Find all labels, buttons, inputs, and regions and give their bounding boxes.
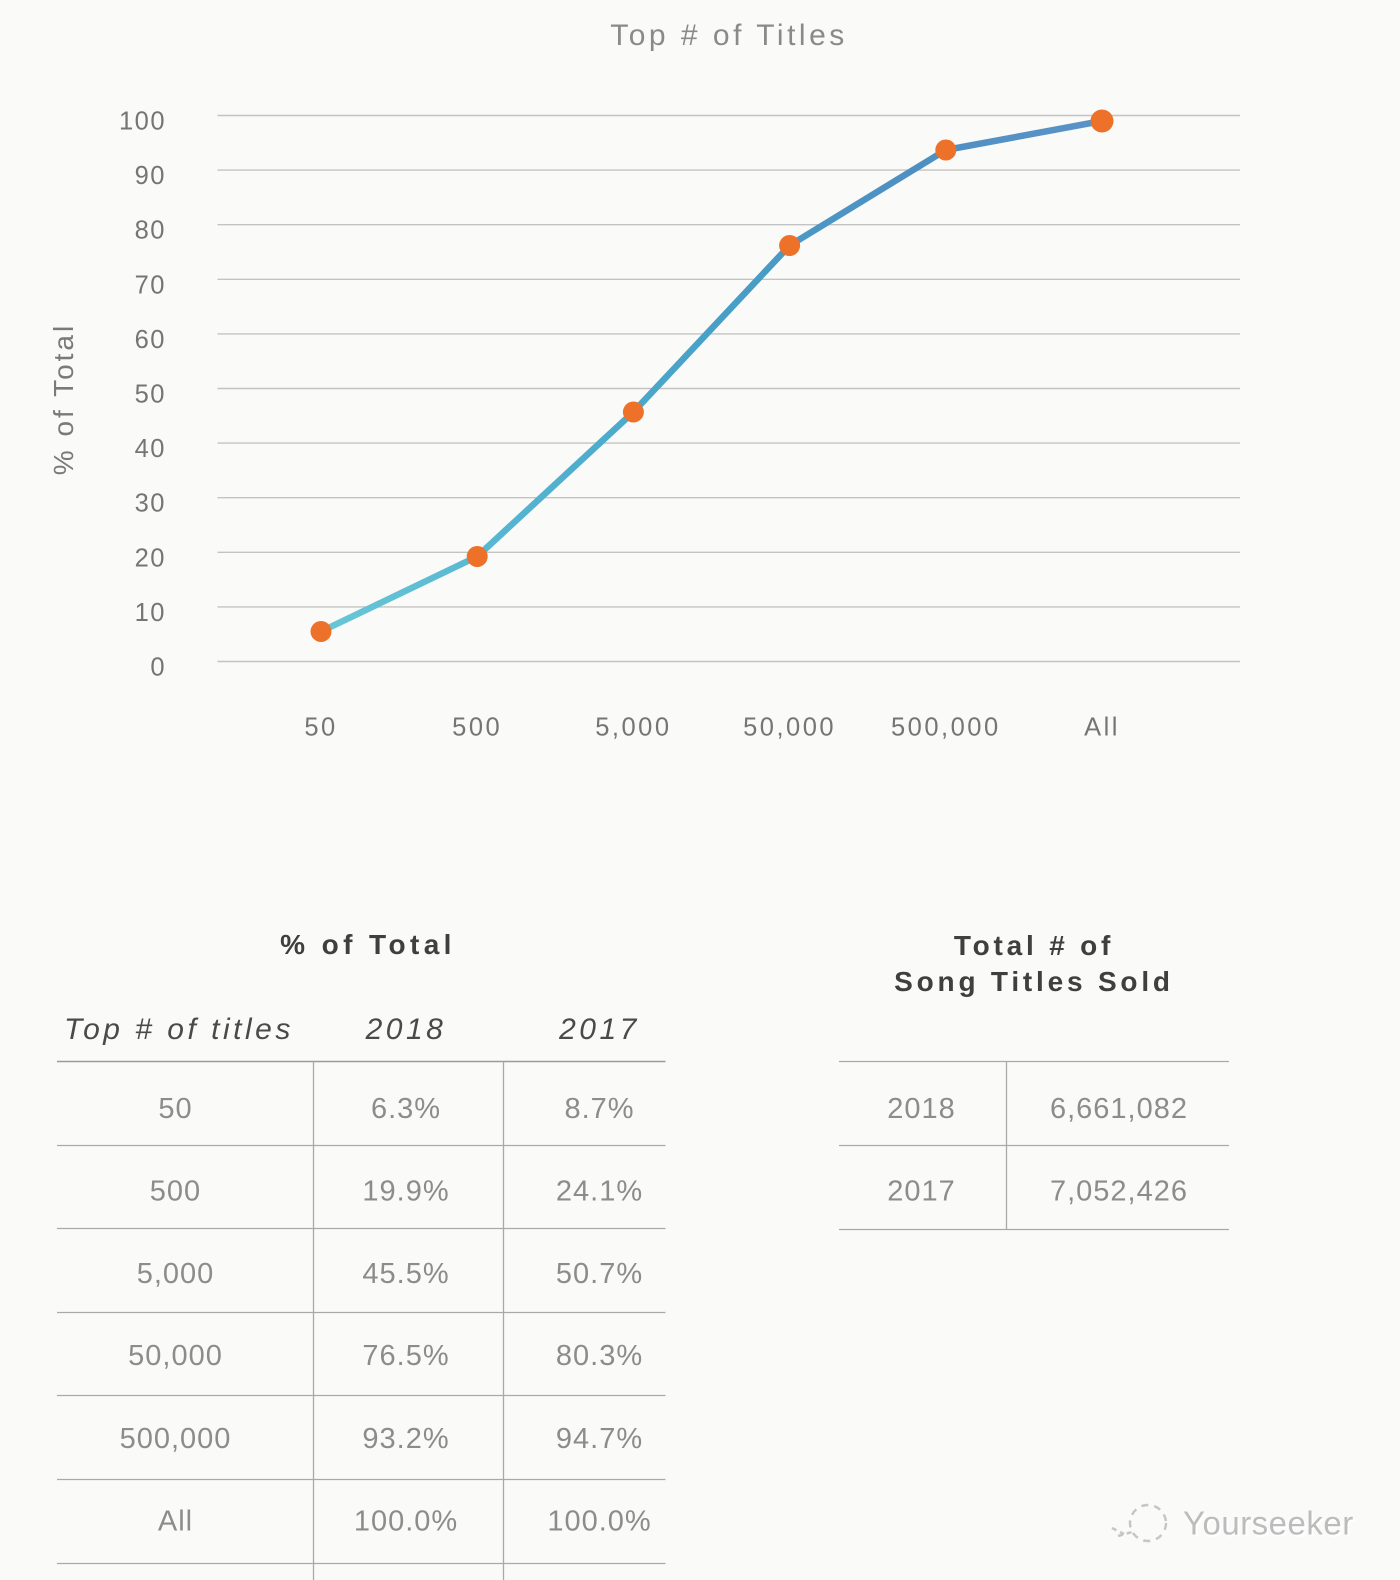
svg-text:24.1%: 24.1% (556, 1176, 643, 1208)
svg-text:80.3%: 80.3% (556, 1340, 643, 1372)
svg-text:2018: 2018 (365, 1013, 447, 1046)
svg-text:6,661,082: 6,661,082 (1050, 1093, 1188, 1125)
svg-text:50: 50 (135, 381, 166, 409)
svg-text:All: All (1084, 714, 1120, 742)
svg-text:76.5%: 76.5% (362, 1340, 449, 1372)
svg-text:Yourseeker: Yourseeker (1185, 1507, 1356, 1544)
svg-text:5,000: 5,000 (595, 714, 671, 742)
svg-text:40: 40 (135, 435, 166, 463)
svg-text:90: 90 (135, 162, 166, 190)
svg-text:70: 70 (135, 271, 166, 299)
svg-text:% of Total: % of Total (280, 929, 456, 960)
svg-text:0: 0 (150, 654, 166, 682)
svg-text:500,000: 500,000 (120, 1423, 232, 1455)
svg-text:All: All (158, 1506, 193, 1538)
svg-text:50: 50 (304, 714, 337, 742)
svg-text:2017: 2017 (558, 1013, 640, 1046)
svg-text:8.7%: 8.7% (564, 1093, 634, 1125)
svg-text:19.9%: 19.9% (362, 1176, 449, 1208)
svg-text:100: 100 (119, 108, 166, 136)
svg-text:% of Total: % of Total (48, 323, 79, 475)
svg-text:6.3%: 6.3% (371, 1093, 441, 1125)
svg-text:Yourseeker: Yourseeker (1183, 1505, 1354, 1542)
svg-text:20: 20 (135, 544, 166, 572)
svg-text:45.5%: 45.5% (362, 1258, 449, 1290)
svg-text:50.7%: 50.7% (556, 1258, 643, 1290)
svg-text:50,000: 50,000 (128, 1340, 223, 1372)
svg-text:100.0%: 100.0% (354, 1506, 458, 1538)
svg-text:500: 500 (150, 1176, 201, 1208)
svg-text:500: 500 (452, 714, 502, 742)
svg-text:94.7%: 94.7% (556, 1423, 643, 1455)
svg-text:30: 30 (135, 490, 166, 518)
svg-text:Top # of Titles: Top # of Titles (610, 19, 848, 52)
svg-text:Top # of titles: Top # of titles (64, 1013, 294, 1046)
svg-text:Total # of: Total # of (954, 930, 1114, 961)
svg-text:2018: 2018 (887, 1093, 956, 1125)
svg-text:10: 10 (135, 599, 166, 627)
svg-text:100.0%: 100.0% (547, 1506, 651, 1538)
svg-text:93.2%: 93.2% (362, 1423, 449, 1455)
svg-text:50,000: 50,000 (743, 714, 836, 742)
svg-text:7,052,426: 7,052,426 (1050, 1176, 1188, 1208)
svg-text:2017: 2017 (887, 1176, 956, 1208)
svg-text:50: 50 (158, 1093, 192, 1125)
svg-text:Song Titles Sold: Song Titles Sold (894, 966, 1174, 997)
svg-text:500,000: 500,000 (891, 714, 1001, 742)
svg-text:80: 80 (135, 217, 166, 245)
svg-text:5,000: 5,000 (137, 1258, 215, 1290)
svg-text:60: 60 (135, 326, 166, 354)
